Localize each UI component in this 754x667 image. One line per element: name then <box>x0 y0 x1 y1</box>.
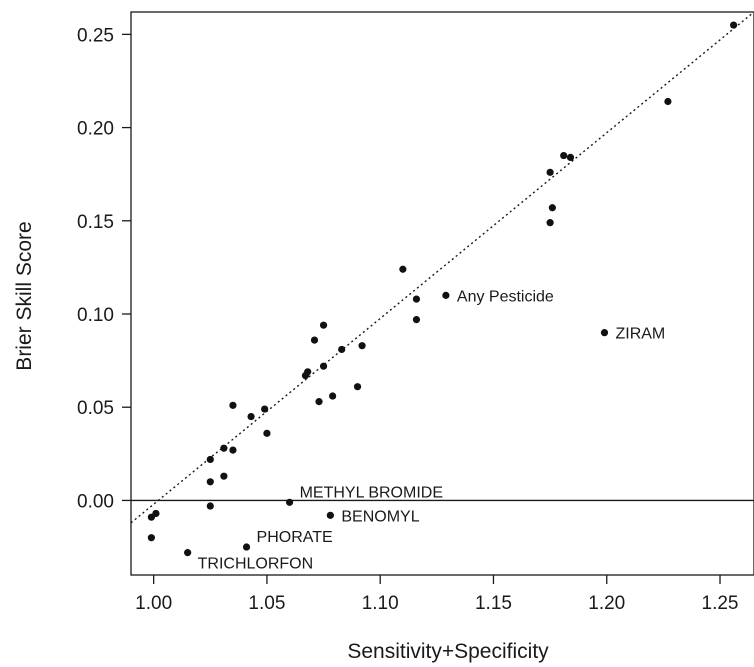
data-point <box>412 295 421 303</box>
x-axis: 1.00 1.05 1.10 1.15 1.20 1.25 <box>135 575 739 614</box>
data-point <box>329 392 337 400</box>
data-point <box>730 21 738 29</box>
data-point <box>353 383 362 391</box>
data-point <box>184 549 192 557</box>
data-point <box>310 336 319 344</box>
data-point <box>147 534 155 542</box>
data-point <box>261 405 269 413</box>
x-tick-label: 1.05 <box>248 593 285 614</box>
data-point <box>229 401 237 409</box>
data-point <box>546 168 554 176</box>
x-axis-title: Sensitivity+Specificity <box>347 640 549 663</box>
data-point <box>220 472 228 480</box>
point-label: Any Pesticide <box>457 288 554 305</box>
data-point <box>326 511 334 519</box>
data-point <box>566 153 575 162</box>
data-point <box>399 265 407 273</box>
data-point <box>315 398 323 406</box>
y-tick-label: 0.25 <box>77 25 114 46</box>
y-axis-title: Brier Skill Score <box>13 221 36 370</box>
data-point <box>358 342 366 350</box>
data-point <box>319 362 328 370</box>
point-label: BENOMYL <box>341 508 419 525</box>
data-point <box>242 543 251 551</box>
data-point <box>229 446 237 454</box>
data-point <box>285 498 294 506</box>
y-axis: 0.00 0.05 0.10 0.15 0.20 0.25 <box>77 25 131 512</box>
x-tick-label: 1.10 <box>362 593 399 614</box>
point-labels: TRICHLORFON PHORATE METHYL BROMIDE BENOMYL A… <box>198 288 666 572</box>
data-point <box>442 291 450 299</box>
x-tick-label: 1.20 <box>588 593 625 614</box>
plot-frame <box>130 11 754 576</box>
x-tick-label: 1.00 <box>135 593 172 614</box>
point-label: ZIRAM <box>615 326 665 343</box>
data-point <box>304 368 312 376</box>
data-point <box>220 444 228 452</box>
trend-line <box>130 11 754 524</box>
point-label: PHORATE <box>257 529 333 546</box>
data-point <box>560 151 568 160</box>
data-point <box>247 412 255 421</box>
data-point <box>152 509 160 518</box>
x-tick-label: 1.15 <box>475 593 512 614</box>
data-point <box>338 345 346 354</box>
data-point <box>319 321 328 329</box>
data-point <box>664 97 672 106</box>
y-tick-label: 0.05 <box>77 398 114 419</box>
reference-lines <box>130 11 754 524</box>
data-point <box>206 502 214 510</box>
data-point <box>600 329 609 337</box>
y-tick-label: 0.20 <box>77 119 114 140</box>
point-label: METHYL BROMIDE <box>300 484 443 501</box>
data-point <box>263 429 271 437</box>
data-point <box>548 204 556 212</box>
data-point <box>206 478 214 486</box>
data-point <box>206 455 214 464</box>
x-tick-label: 1.25 <box>702 593 739 614</box>
data-points <box>147 21 738 557</box>
y-tick-label: 0.10 <box>77 305 114 326</box>
point-label: TRICHLORFON <box>198 556 314 573</box>
y-tick-label: 0.15 <box>77 212 114 233</box>
data-point <box>546 219 554 227</box>
y-tick-label: 0.00 <box>77 491 114 512</box>
data-point <box>412 315 421 324</box>
